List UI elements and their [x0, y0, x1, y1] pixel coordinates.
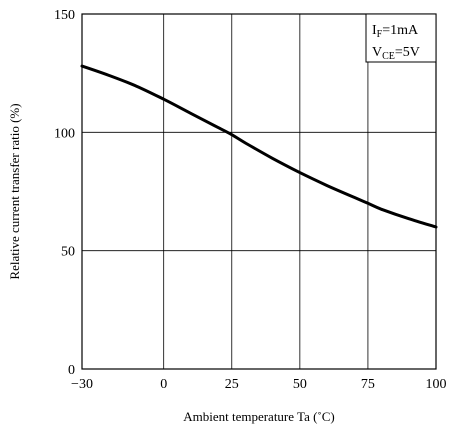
condition-vce-symbol: V: [372, 45, 382, 60]
x-tick-label: 0: [160, 377, 167, 392]
y-axis-label: Relative current transfer ratio (%): [7, 103, 22, 279]
x-tick-label: 100: [426, 377, 447, 392]
condition-vce: VCE=5V: [372, 45, 420, 62]
condition-legend: IF=1mA VCE=5V: [365, 13, 437, 63]
x-tick-label: 25: [225, 377, 239, 392]
condition-if-symbol: I: [372, 23, 377, 38]
x-tick-label: 50: [293, 377, 307, 392]
condition-if-subscript: F: [377, 29, 383, 40]
x-tick-label: 75: [361, 377, 375, 392]
y-tick-label: 50: [61, 245, 75, 260]
condition-if-value: =1mA: [382, 23, 419, 38]
plot-frame: [81, 13, 437, 370]
condition-vce-subscript: CE: [382, 51, 395, 62]
data-line: [80, 64, 438, 229]
x-tick-label: −30: [71, 377, 93, 392]
series-layer: [80, 64, 438, 229]
y-tick-label: 100: [54, 126, 75, 141]
x-axis-label: Ambient temperature Ta (˚C): [183, 409, 335, 424]
grid: [82, 14, 436, 369]
condition-box: [365, 13, 437, 63]
y-tick-label: 150: [54, 8, 75, 23]
y-tick-label: 0: [68, 363, 75, 378]
condition-vce-value: =5V: [395, 45, 420, 60]
condition-if: IF=1mA: [372, 23, 419, 40]
